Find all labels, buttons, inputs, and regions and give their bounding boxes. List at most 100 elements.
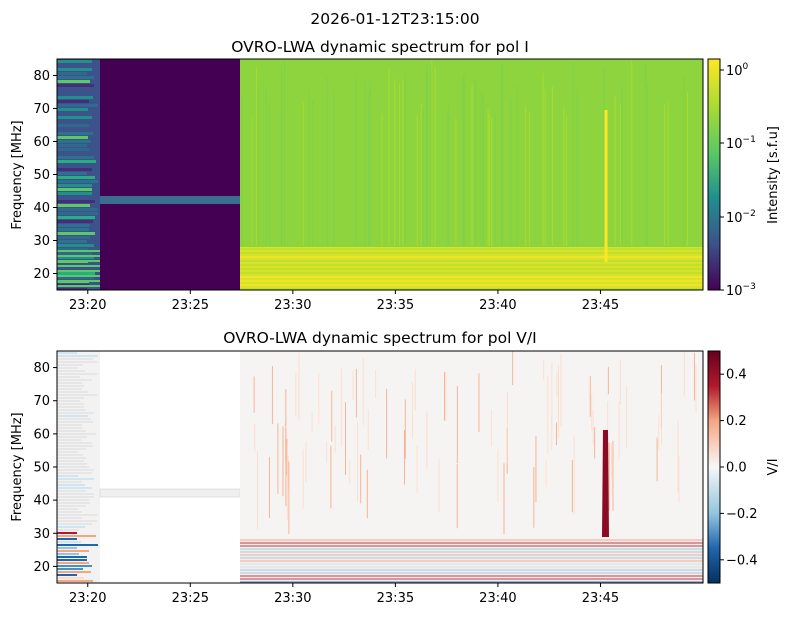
- stripe: [57, 236, 90, 239]
- stripe: [57, 433, 96, 435]
- stripe: [57, 224, 90, 227]
- y-tick-label: 70: [33, 394, 50, 409]
- x-tick-label: 23:30: [274, 298, 311, 313]
- stripe: [57, 208, 97, 211]
- stripe: [57, 379, 92, 381]
- stripe: [57, 463, 87, 465]
- stripe: [57, 144, 87, 147]
- stripe: [57, 499, 89, 501]
- stripe: [57, 421, 93, 423]
- y-axis-label: Frequency [MHz]: [10, 120, 25, 229]
- stripe: [57, 427, 82, 429]
- stripe: [57, 544, 98, 546]
- stripe: [57, 403, 84, 405]
- stripe: [57, 184, 92, 187]
- stripe: [57, 448, 86, 450]
- stripe: [57, 268, 87, 271]
- stripe: [57, 128, 92, 131]
- x-tick-label: 23:25: [172, 298, 209, 313]
- stripe: [57, 136, 88, 139]
- stripe: [57, 104, 98, 107]
- y-tick-label: 50: [33, 168, 50, 183]
- stripe: [57, 256, 94, 259]
- stripe: [57, 376, 80, 378]
- stripe: [57, 108, 88, 111]
- stripe: [57, 490, 86, 492]
- stripe: [57, 397, 84, 399]
- stripe: [57, 568, 83, 570]
- stripe: [57, 361, 97, 363]
- stripe: [57, 168, 92, 171]
- stripe: [57, 364, 83, 366]
- stripe: [57, 538, 77, 540]
- stripe: [57, 140, 91, 143]
- stripe: [57, 502, 90, 504]
- stripe: [57, 272, 95, 275]
- burst-bottom: [602, 430, 609, 537]
- stripe: [57, 394, 97, 396]
- panel-pol-i: OVRO-LWA dynamic spectrum for pol I 23:2…: [10, 38, 781, 313]
- x-axis-ticks: 23:20 23:25 23:30 23:35 23:40 23:45: [69, 290, 619, 313]
- stripe: [57, 442, 92, 444]
- stripe: [57, 200, 95, 203]
- stripe: [57, 212, 98, 215]
- stripe: [57, 565, 92, 567]
- panel-title: OVRO-LWA dynamic spectrum for pol V/I: [223, 329, 536, 347]
- stripe: [57, 580, 93, 582]
- stripe: [57, 180, 98, 183]
- stripe: [57, 88, 92, 91]
- stripe: [57, 559, 87, 561]
- stripe: [57, 80, 90, 83]
- heatmap-region-main: [240, 351, 703, 539]
- stripe: [57, 400, 80, 402]
- stripe: [57, 454, 83, 456]
- y-tick-label: 40: [33, 201, 50, 216]
- stripe: [57, 535, 96, 537]
- x-tick-label: 23:30: [274, 591, 311, 606]
- y-tick-label: 20: [33, 560, 50, 575]
- y-tick-label: 80: [33, 361, 50, 376]
- y-axis-ticks: 20 30 40 50 60 70 80: [33, 361, 57, 575]
- colorbar-tick-label: 100: [726, 62, 749, 79]
- stripe: [57, 148, 89, 151]
- x-tick-label: 23:20: [69, 298, 106, 313]
- stripe: [57, 96, 93, 99]
- stripe: [57, 571, 91, 573]
- heatmap-region-main: [240, 59, 703, 247]
- stripe: [57, 496, 94, 498]
- stripe: [57, 352, 77, 354]
- stripe: [57, 553, 79, 555]
- rfi-lines-bottom: [253, 351, 697, 535]
- stripe: [57, 487, 92, 489]
- y-tick-label: 20: [33, 267, 50, 282]
- stripe: [57, 412, 94, 414]
- panel-pol-vi: OVRO-LWA dynamic spectrum for pol V/I 23…: [10, 329, 781, 606]
- stripe: [57, 436, 87, 438]
- stripe: [57, 481, 82, 483]
- x-tick-label: 23:40: [479, 591, 516, 606]
- stripe: [57, 550, 89, 552]
- colorbar-ticks: 10−3 10−2 10−1 100: [720, 62, 756, 299]
- stripe: [57, 92, 95, 95]
- stripe: [57, 532, 77, 534]
- stripe: [57, 232, 95, 235]
- colorbar-tick-label: 10−1: [726, 135, 756, 152]
- stripe: [57, 100, 89, 103]
- stripe: [57, 547, 77, 549]
- colorbar-tick-label: 10−3: [726, 282, 756, 299]
- stripe: [57, 475, 78, 477]
- heatmap-region-band-42mhz: [100, 196, 240, 204]
- colorbar-label: Intensity [s.f.u]: [766, 126, 781, 224]
- polarization-stripes: [240, 539, 703, 583]
- y-tick-label: 60: [33, 427, 50, 442]
- stripe: [57, 112, 98, 115]
- x-tick-label: 23:25: [172, 591, 209, 606]
- striped-band-bottom: [57, 352, 98, 582]
- stripe: [57, 358, 93, 360]
- stripe: [57, 116, 92, 119]
- stripe: [57, 556, 87, 558]
- stripe: [57, 514, 98, 516]
- stripe: [57, 451, 78, 453]
- y-tick-label: 50: [33, 461, 50, 476]
- stripe: [57, 415, 88, 417]
